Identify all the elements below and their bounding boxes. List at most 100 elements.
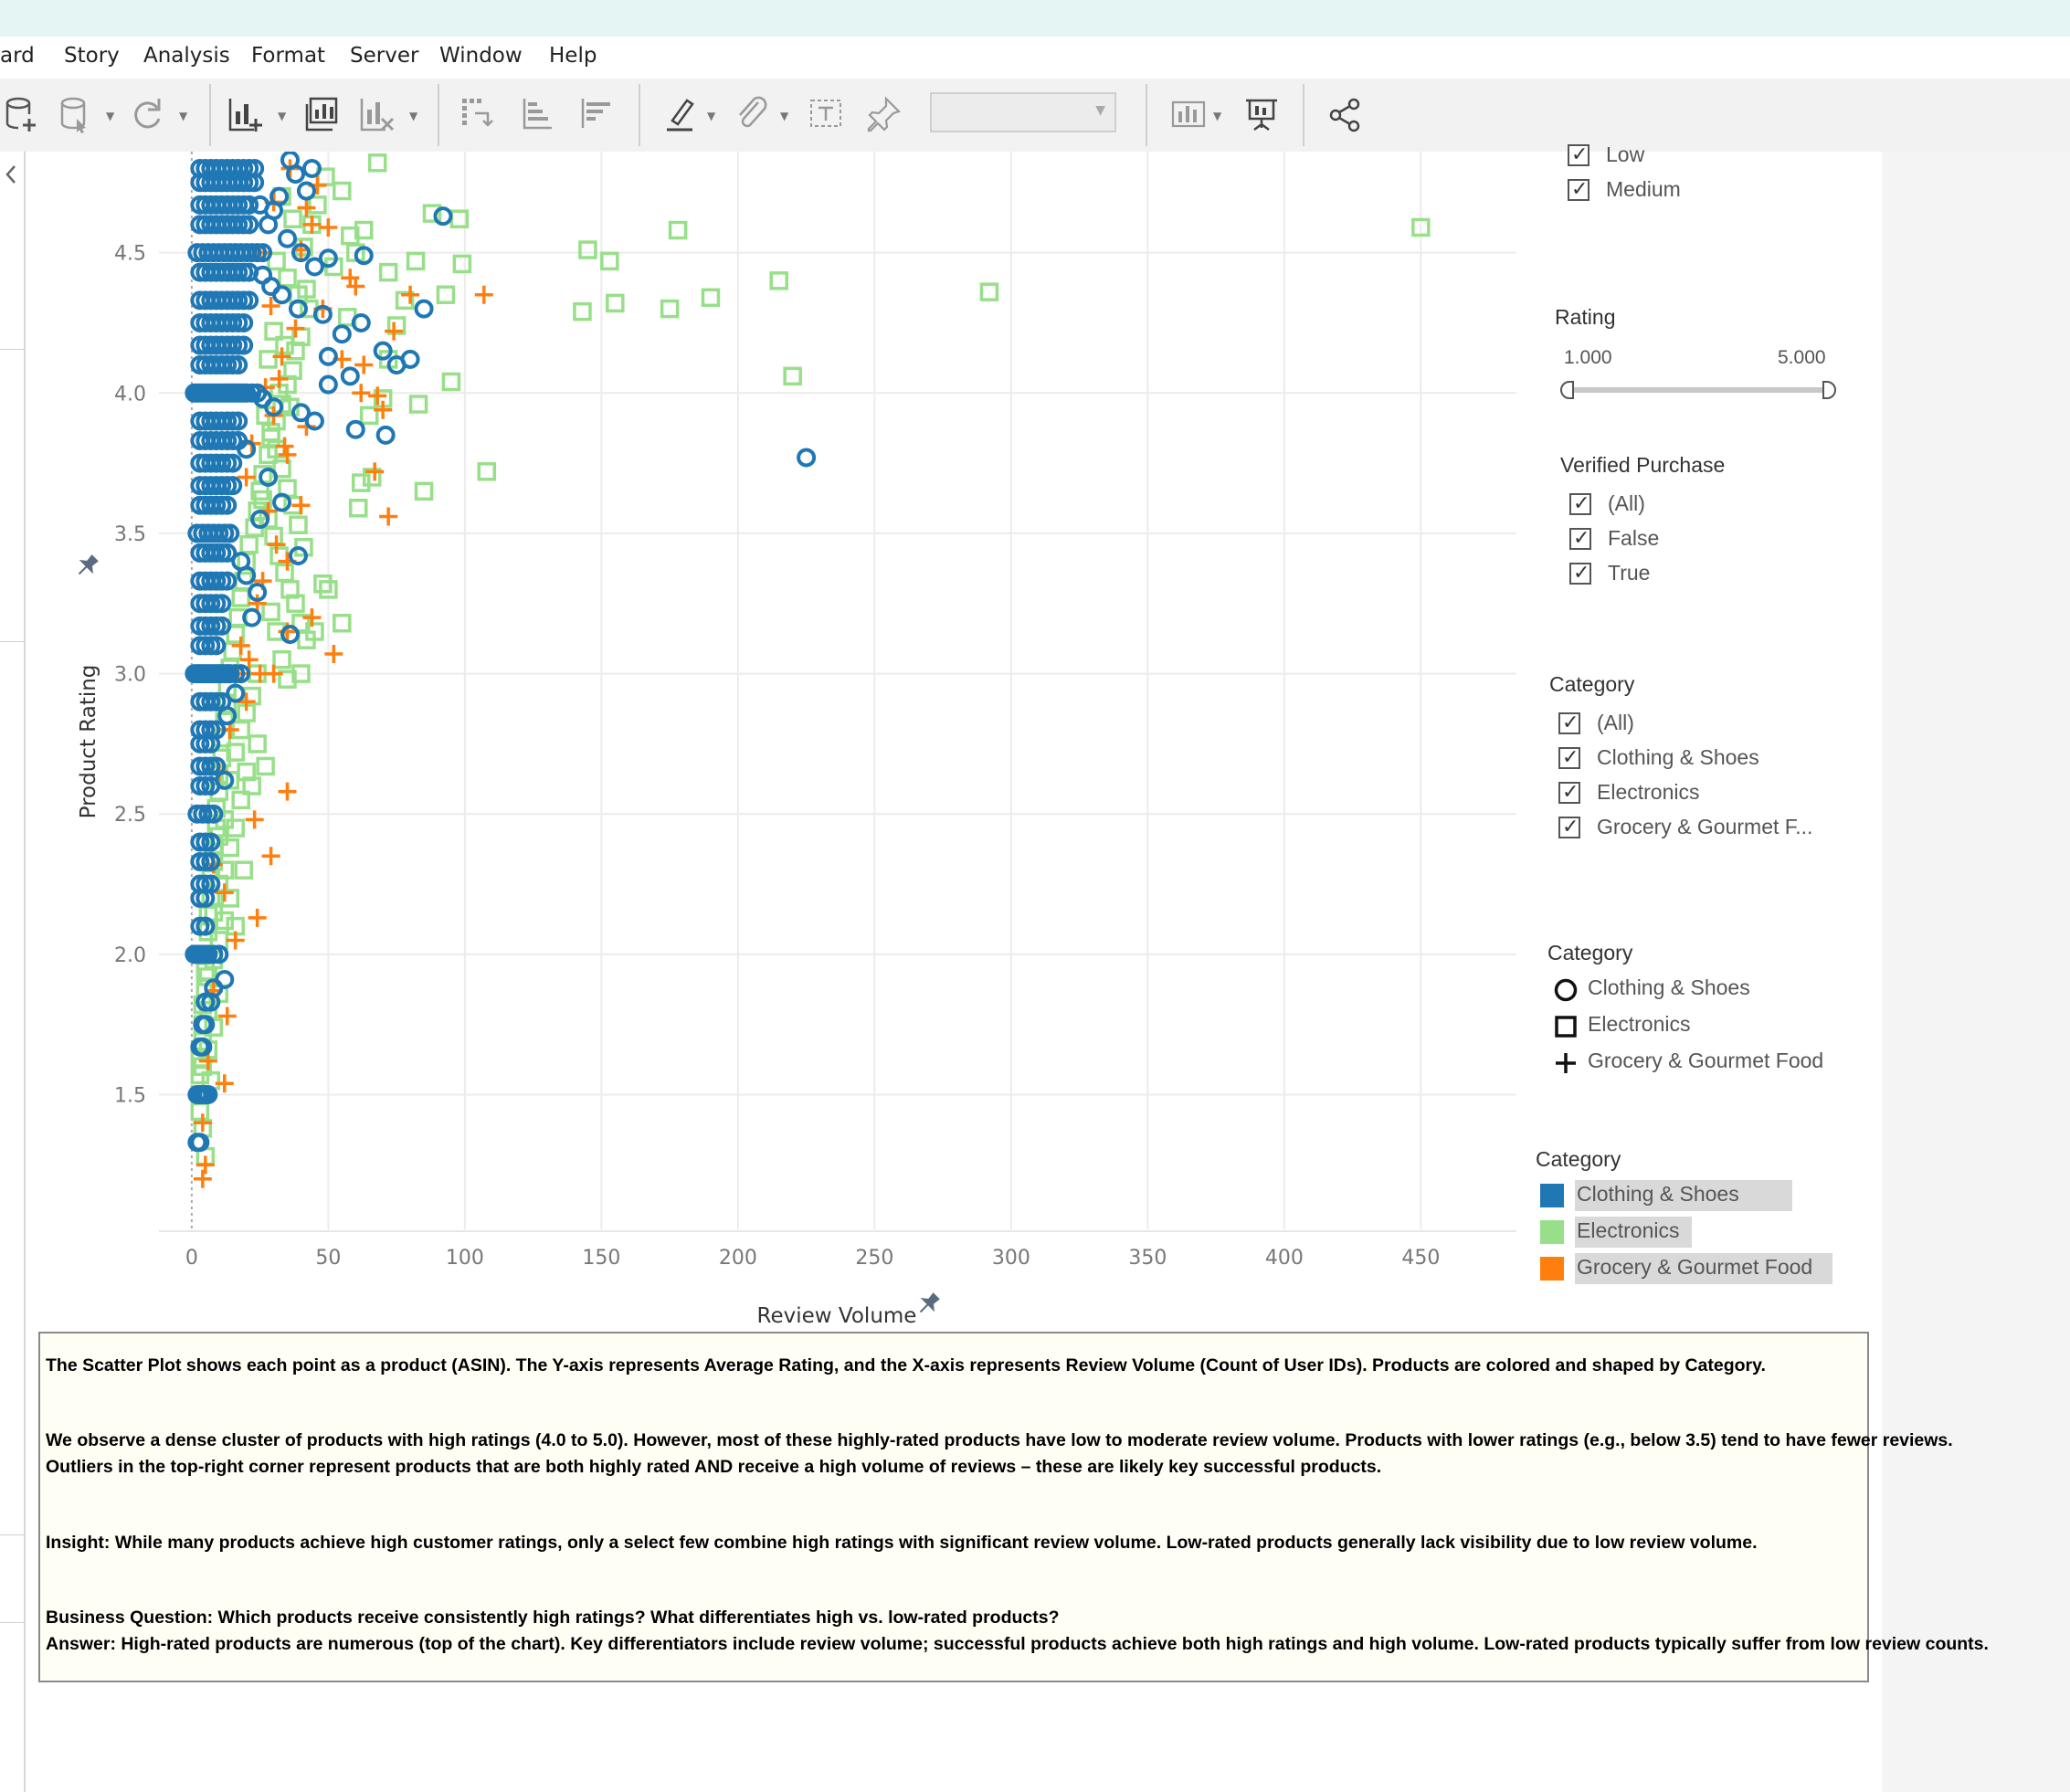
verified-item-false[interactable]: False (1569, 526, 1752, 555)
toolbar-separator (639, 84, 640, 146)
checkbox-checked-icon[interactable] (1569, 491, 1591, 515)
y-axis-pin-icon[interactable] (74, 553, 100, 579)
color-legend-electronics[interactable]: Electronics (1540, 1217, 1832, 1248)
verified-item-true[interactable]: True (1569, 561, 1752, 590)
checkbox-checked-icon[interactable] (1558, 815, 1580, 838)
clothing-point (226, 683, 246, 703)
rating-slider-min-handle[interactable] (1560, 380, 1579, 400)
group-dropdown-icon[interactable]: ▼ (780, 110, 789, 122)
clothing-point (259, 215, 279, 235)
refresh-dropdown-icon[interactable]: ▼ (179, 110, 188, 122)
menu-format[interactable]: Format (251, 44, 326, 68)
checkbox-checked-icon[interactable] (1568, 177, 1589, 201)
legend-label: Electronics (1588, 1012, 1691, 1036)
checkbox-checked-icon[interactable] (1558, 745, 1580, 769)
sort-descending-icon[interactable] (576, 93, 618, 135)
clothing-point (433, 206, 453, 227)
color-legend-grocery[interactable]: Grocery & Gourmet Food (1540, 1253, 1851, 1284)
clothing-point (280, 625, 301, 645)
rail-divider (0, 1534, 24, 1535)
grocery-point (324, 645, 343, 664)
grocery-point (374, 400, 393, 419)
category-filter-title: Category (1549, 672, 1635, 696)
clothing-point (354, 246, 374, 266)
electronics-point (272, 459, 291, 479)
duplicate-sheet-icon[interactable] (301, 93, 343, 135)
filter-item-medium[interactable]: Medium (1568, 177, 1750, 206)
highlight-icon[interactable] (660, 93, 702, 135)
menu-story[interactable]: Story (64, 44, 120, 68)
shape-legend-electronics[interactable]: Electronics (1553, 1012, 1845, 1043)
highlight-dropdown-icon[interactable]: ▼ (707, 110, 716, 122)
show-me-dropdown-icon[interactable]: ▼ (1213, 110, 1222, 122)
checkbox-checked-icon[interactable] (1568, 142, 1589, 166)
sort-ascending-icon[interactable] (517, 93, 559, 135)
checkbox-checked-icon[interactable] (1569, 561, 1591, 585)
show-me-icon[interactable] (1167, 93, 1209, 135)
fit-select[interactable]: ▼ (930, 92, 1116, 132)
clothing-point (296, 181, 316, 201)
electronics-point (308, 195, 327, 215)
new-worksheet-icon[interactable] (225, 93, 267, 135)
share-icon[interactable] (1325, 93, 1367, 135)
electronics-point (283, 209, 302, 228)
filter-item-low[interactable]: Low (1568, 142, 1714, 172)
category-item-grocery[interactable]: Grocery & Gourmet F... (1558, 815, 1842, 844)
menu-analysis[interactable]: Analysis (143, 44, 230, 68)
clothing-point (245, 173, 265, 193)
label-icon[interactable] (806, 93, 848, 135)
clear-sheet-icon[interactable] (356, 93, 398, 135)
collapse-chevron-left-icon[interactable] (2, 161, 20, 188)
group-icon[interactable] (731, 93, 773, 135)
category-item-clothing[interactable]: Clothing & Shoes (1558, 745, 1832, 775)
grocery-point (385, 322, 404, 341)
grocery-point (198, 1051, 217, 1070)
verified-item-all[interactable]: (All) (1569, 491, 1752, 521)
x-axis-pin-icon[interactable] (915, 1291, 941, 1317)
clothing-point (253, 243, 273, 263)
color-legend-clothing[interactable]: Clothing & Shoes (1540, 1180, 1832, 1211)
rating-slider-track[interactable] (1568, 387, 1829, 393)
grocery-point (245, 810, 264, 829)
swap-icon[interactable] (457, 93, 499, 135)
menu-dashboard[interactable]: ard (0, 44, 35, 68)
electronics-point (275, 563, 294, 583)
chart-points (185, 152, 1431, 1188)
clothing-point (301, 158, 322, 178)
refresh-icon[interactable] (126, 93, 168, 135)
category-item-all[interactable]: (All) (1558, 711, 1832, 740)
checkbox-checked-icon[interactable] (1558, 780, 1580, 804)
presentation-icon[interactable] (1241, 93, 1283, 135)
annotation-paragraph: We observe a dense cluster of products w… (46, 1430, 1953, 1450)
datasource-icon[interactable] (53, 93, 95, 135)
electronics-point (378, 262, 398, 282)
checkbox-checked-icon[interactable] (1569, 526, 1591, 550)
electronics-point (253, 490, 272, 510)
grocery-point (215, 1074, 234, 1093)
clothing-point (234, 312, 254, 332)
rating-slider-max-handle[interactable] (1820, 380, 1838, 400)
menu-window[interactable]: Window (439, 44, 523, 68)
checkbox-checked-icon[interactable] (1558, 711, 1580, 734)
category-item-electronics[interactable]: Electronics (1558, 780, 1832, 809)
datasource-dropdown-icon[interactable]: ▼ (106, 110, 115, 122)
pin-icon[interactable] (862, 93, 904, 135)
worksheet-dropdown-icon[interactable]: ▼ (278, 110, 287, 122)
clothing-point (239, 290, 259, 311)
new-datasource-icon[interactable] (0, 93, 42, 135)
clothing-point (190, 1133, 210, 1153)
clothing-point (312, 304, 333, 324)
clear-dropdown-icon[interactable]: ▼ (409, 110, 418, 122)
annotation-paragraph: Answer: High-rated products are numerous… (46, 1634, 1989, 1654)
electronics-point (289, 515, 308, 534)
grocery-point (474, 285, 493, 304)
clothing-point (351, 312, 371, 332)
shape-legend-clothing[interactable]: Clothing & Shoes (1553, 975, 1845, 1007)
electronics-point (239, 534, 259, 554)
clothing-point (318, 248, 338, 269)
shape-legend-grocery[interactable]: Grocery & Gourmet Food (1553, 1049, 1864, 1080)
plus-icon (1556, 1053, 1576, 1073)
menu-server[interactable]: Server (350, 44, 419, 68)
menu-help[interactable]: Help (549, 44, 597, 68)
electronics-point (278, 269, 297, 288)
